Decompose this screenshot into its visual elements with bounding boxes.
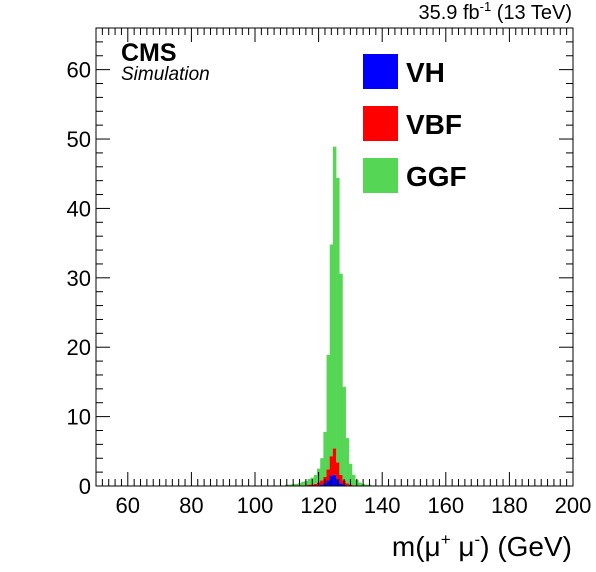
legend-label-ggf: GGF (406, 161, 467, 192)
bar-vbf-125 (333, 449, 336, 475)
y-tick-label: 30 (67, 266, 91, 291)
x-tick-label: 60 (116, 493, 140, 518)
bar-ggf-127 (339, 274, 342, 475)
simulation-label: Simulation (121, 64, 210, 85)
legend: VH VBF GGF (363, 54, 467, 193)
bar-vbf-127 (339, 475, 342, 483)
bar-vh-125 (333, 475, 336, 486)
bar-vbf-126 (336, 462, 339, 479)
bar-ggf-128 (342, 387, 345, 481)
bar-ggf-125 (333, 147, 336, 449)
bar-ggf-122 (323, 432, 326, 477)
experiment-label: CMS (121, 39, 177, 67)
bar-vbf-123 (327, 469, 330, 480)
x-tick-label: 180 (491, 493, 528, 518)
bar-ggf-131 (352, 475, 355, 485)
x-axis-label: m(μ+ μ-) (GeV) (392, 530, 572, 562)
bar-ggf-115 (301, 482, 304, 485)
luminosity-label: 35.9 fb-1 (13 TeV) (418, 0, 572, 24)
x-tick-label: 140 (364, 493, 401, 518)
bar-vbf-129 (346, 483, 349, 485)
bar-ggf-126 (336, 178, 339, 463)
bar-vbf-121 (320, 480, 323, 484)
y-tick-label: 0 (79, 474, 91, 499)
bar-ggf-119 (314, 475, 317, 484)
x-tick-label: 100 (237, 493, 274, 518)
bar-ggf-124 (330, 245, 333, 457)
bar-ggf-123 (327, 355, 330, 470)
legend-swatch-ggf (363, 158, 398, 193)
legend-swatch-vbf (363, 106, 398, 141)
y-axis-ticks: 0 10 20 30 40 50 60 (67, 28, 573, 499)
bar-ggf-121 (320, 458, 323, 480)
legend-label-vbf: VBF (406, 109, 462, 140)
y-tick-label: 40 (67, 196, 91, 221)
legend-label-vh: VH (406, 57, 445, 88)
bar-ggf-117 (307, 479, 310, 485)
y-tick-label: 10 (67, 405, 91, 430)
bar-ggf-133 (358, 483, 361, 486)
y-tick-label: 50 (67, 127, 91, 152)
legend-swatch-vh (363, 54, 398, 89)
bar-vh-123 (327, 480, 330, 486)
y-tick-label: 60 (67, 58, 91, 83)
bar-ggf-129 (346, 438, 349, 483)
bar-vbf-124 (330, 456, 333, 475)
x-tick-label: 160 (427, 493, 464, 518)
x-tick-label: 80 (179, 493, 203, 518)
x-tick-label: 120 (300, 493, 337, 518)
x-tick-label: 200 (555, 493, 592, 518)
histogram-bars (285, 147, 371, 486)
y-tick-label: 20 (67, 335, 91, 360)
